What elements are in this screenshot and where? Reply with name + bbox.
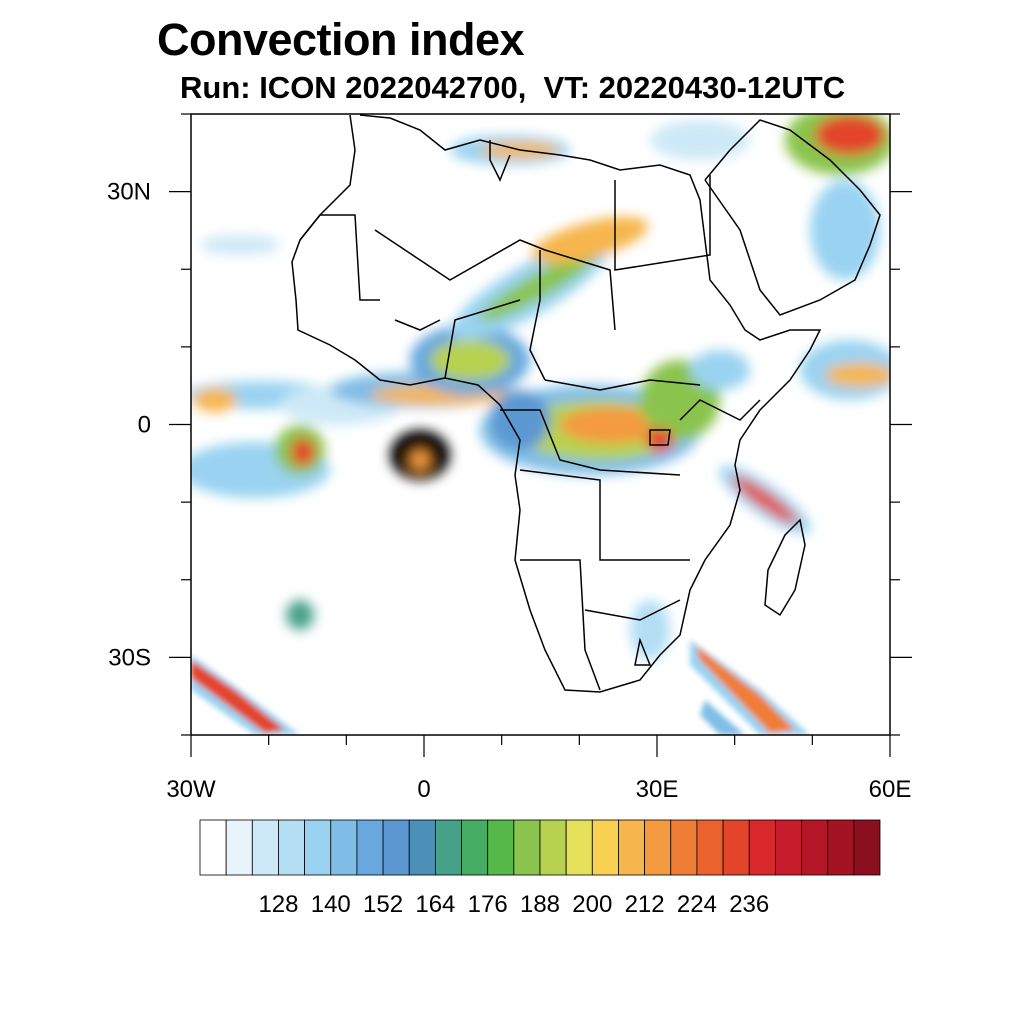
colorbar-bin	[670, 819, 698, 876]
colorbar-bin	[408, 819, 436, 876]
colorbar-label: 128	[258, 891, 298, 918]
colorbar-bin	[304, 819, 332, 876]
lon-tick-label: 60E	[869, 776, 912, 803]
colorbar-bin	[644, 819, 672, 876]
lon-tick-label: 30W	[166, 776, 216, 803]
country-borders	[291, 114, 881, 693]
lat-tick-label: 30S	[108, 644, 151, 671]
colorbar-bin	[591, 819, 619, 876]
colorbar-label: 140	[311, 891, 351, 918]
colorbar-label: 164	[415, 891, 455, 918]
colorbar-bin	[722, 819, 750, 876]
colorbar: 128 140 152 164 176 188 200 212 224 236	[199, 819, 881, 918]
colorbar-bin	[461, 819, 489, 876]
colorbar-bin	[382, 819, 410, 876]
colorbar-bin	[330, 819, 358, 876]
colorbar-label: 212	[625, 891, 665, 918]
colorbar-bin	[827, 819, 855, 876]
colorbar-label: 224	[677, 891, 717, 918]
colorbar-bin	[748, 819, 776, 876]
colorbar-bin	[487, 819, 515, 876]
colorbar-bin	[225, 819, 253, 876]
lat-tick-label: 0	[138, 412, 151, 439]
colorbar-label: 188	[520, 891, 560, 918]
colorbar-bin	[539, 819, 567, 876]
colorbar-bin	[513, 819, 541, 876]
colorbar-label: 200	[572, 891, 612, 918]
convection-field	[191, 114, 890, 735]
colorbar-bin	[251, 819, 279, 876]
colorbar-label: 176	[468, 891, 508, 918]
colorbar-label: 236	[729, 891, 769, 918]
colorbar-bin	[696, 819, 724, 876]
chart-title: Convection index	[157, 14, 525, 65]
lat-tick-label: 30N	[107, 179, 151, 206]
lon-tick-label: 30E	[636, 776, 679, 803]
colorbar-bin	[199, 819, 227, 876]
colorbar-label: 152	[363, 891, 403, 918]
chart-subtitle: Run: ICON 2022042700, VT: 20220430-12UTC	[180, 70, 846, 105]
colorbar-bin	[356, 819, 384, 876]
lon-tick-label: 0	[417, 776, 430, 803]
colorbar-bin	[853, 819, 881, 876]
colorbar-bin	[278, 819, 306, 876]
colorbar-bin	[434, 819, 462, 876]
colorbar-bin	[565, 819, 593, 876]
colorbar-bin	[801, 819, 829, 876]
colorbar-bin	[774, 819, 802, 876]
colorbar-bin	[618, 819, 646, 876]
